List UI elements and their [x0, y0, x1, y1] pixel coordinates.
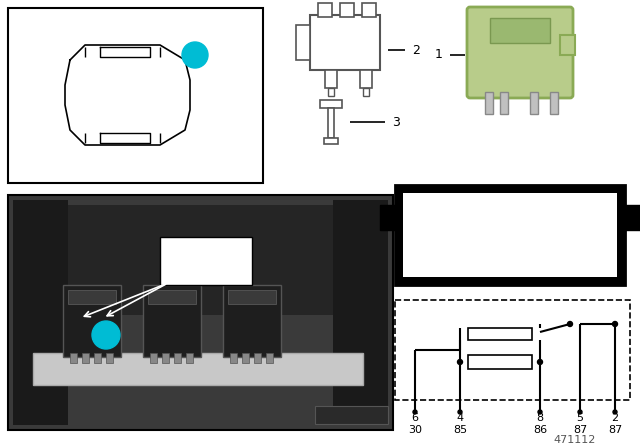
Text: 85: 85: [453, 425, 467, 435]
Bar: [143, 285, 201, 357]
Text: 87: 87: [608, 425, 622, 435]
Bar: [360, 70, 372, 88]
Bar: [94, 353, 101, 363]
Bar: [63, 285, 121, 357]
Bar: [223, 285, 281, 357]
Bar: [560, 35, 575, 55]
Circle shape: [612, 322, 618, 327]
Text: 86: 86: [533, 425, 547, 435]
Bar: [500, 92, 508, 114]
Circle shape: [538, 410, 542, 414]
Bar: [162, 353, 169, 363]
Text: 294039: 294039: [331, 410, 371, 420]
Text: X1024: X1024: [179, 263, 233, 277]
Bar: [340, 3, 354, 17]
Bar: [362, 3, 376, 17]
Text: 2: 2: [611, 413, 619, 423]
Text: 3: 3: [392, 116, 400, 129]
Bar: [33, 353, 363, 385]
Bar: [550, 92, 558, 114]
Circle shape: [413, 410, 417, 414]
Bar: [468, 328, 532, 340]
Bar: [266, 353, 273, 363]
Bar: [296, 25, 310, 60]
Text: 87: 87: [573, 425, 587, 435]
Bar: [70, 353, 77, 363]
Bar: [174, 353, 181, 363]
Circle shape: [92, 321, 120, 349]
Bar: [150, 353, 157, 363]
Bar: [403, 193, 617, 277]
Bar: [230, 353, 237, 363]
Bar: [242, 353, 249, 363]
Text: 2: 2: [412, 43, 420, 56]
Bar: [328, 108, 334, 138]
Text: 4: 4: [456, 413, 463, 423]
Bar: [328, 88, 334, 96]
Text: 471112: 471112: [554, 435, 596, 445]
Bar: [8, 8, 263, 183]
Bar: [106, 353, 113, 363]
Text: 87: 87: [493, 232, 507, 242]
Bar: [325, 70, 337, 88]
Bar: [186, 353, 193, 363]
Circle shape: [568, 322, 573, 327]
Circle shape: [613, 410, 617, 414]
Bar: [148, 290, 196, 304]
Bar: [228, 290, 276, 304]
Text: 85: 85: [595, 232, 609, 242]
Text: K62: K62: [189, 245, 223, 259]
Bar: [160, 237, 252, 285]
Bar: [310, 15, 380, 70]
Bar: [13, 200, 68, 425]
Bar: [380, 205, 398, 230]
Bar: [8, 195, 393, 430]
Circle shape: [458, 359, 463, 365]
Bar: [530, 92, 538, 114]
Bar: [395, 300, 630, 400]
Bar: [254, 353, 261, 363]
Text: 87: 87: [503, 202, 517, 212]
Bar: [490, 18, 550, 43]
Text: 5: 5: [577, 413, 584, 423]
Circle shape: [578, 410, 582, 414]
Text: 86: 86: [510, 255, 524, 265]
Text: 30: 30: [408, 232, 422, 242]
Text: 30: 30: [408, 425, 422, 435]
Bar: [68, 290, 116, 304]
Bar: [38, 205, 363, 315]
Text: 1: 1: [435, 48, 443, 61]
Bar: [320, 100, 342, 108]
Bar: [395, 185, 625, 285]
Bar: [315, 406, 388, 424]
Text: 6: 6: [412, 413, 419, 423]
FancyBboxPatch shape: [467, 7, 573, 98]
Bar: [318, 3, 332, 17]
Bar: [324, 138, 338, 144]
Bar: [82, 353, 89, 363]
Text: 1: 1: [191, 48, 200, 61]
Bar: [485, 92, 493, 114]
Circle shape: [182, 42, 208, 68]
Bar: [363, 88, 369, 96]
Bar: [622, 205, 640, 230]
Bar: [333, 200, 388, 425]
Text: 1: 1: [102, 328, 110, 341]
Circle shape: [458, 410, 462, 414]
Text: 8: 8: [536, 413, 543, 423]
Bar: [468, 355, 532, 369]
Circle shape: [538, 359, 543, 365]
